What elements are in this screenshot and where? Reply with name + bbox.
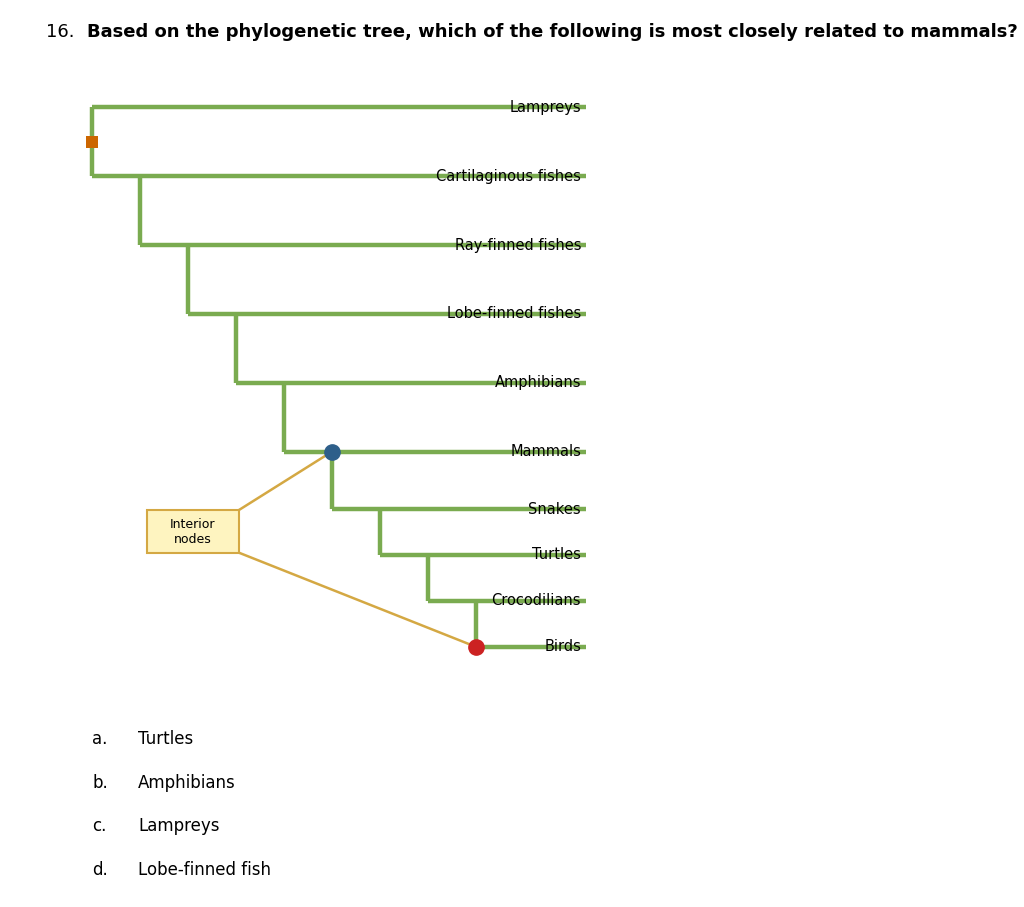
Text: Crocodilians: Crocodilians	[492, 593, 582, 609]
Text: d.: d.	[92, 861, 108, 879]
Text: Snakes: Snakes	[528, 502, 582, 516]
Text: 16.: 16.	[46, 23, 80, 41]
Text: Interior
nodes: Interior nodes	[170, 518, 216, 546]
Text: a.: a.	[92, 730, 108, 748]
Text: Amphibians: Amphibians	[138, 774, 236, 792]
Text: Turtles: Turtles	[138, 730, 194, 748]
Text: Turtles: Turtles	[532, 548, 582, 562]
Text: b.: b.	[92, 774, 108, 792]
Text: Birds: Birds	[544, 639, 582, 654]
Text: Amphibians: Amphibians	[495, 375, 582, 390]
Text: c.: c.	[92, 817, 106, 835]
Text: Lampreys: Lampreys	[138, 817, 220, 835]
Text: Based on the phylogenetic tree, which of the following is most closely related t: Based on the phylogenetic tree, which of…	[87, 23, 1018, 41]
FancyBboxPatch shape	[147, 511, 239, 553]
Text: Lampreys: Lampreys	[510, 100, 582, 115]
Text: Mammals: Mammals	[510, 444, 582, 459]
Text: Lobe-finned fishes: Lobe-finned fishes	[446, 307, 582, 321]
Text: Lobe-finned fish: Lobe-finned fish	[138, 861, 271, 879]
Text: Cartilaginous fishes: Cartilaginous fishes	[436, 169, 582, 183]
Text: Ray-finned fishes: Ray-finned fishes	[455, 238, 582, 252]
